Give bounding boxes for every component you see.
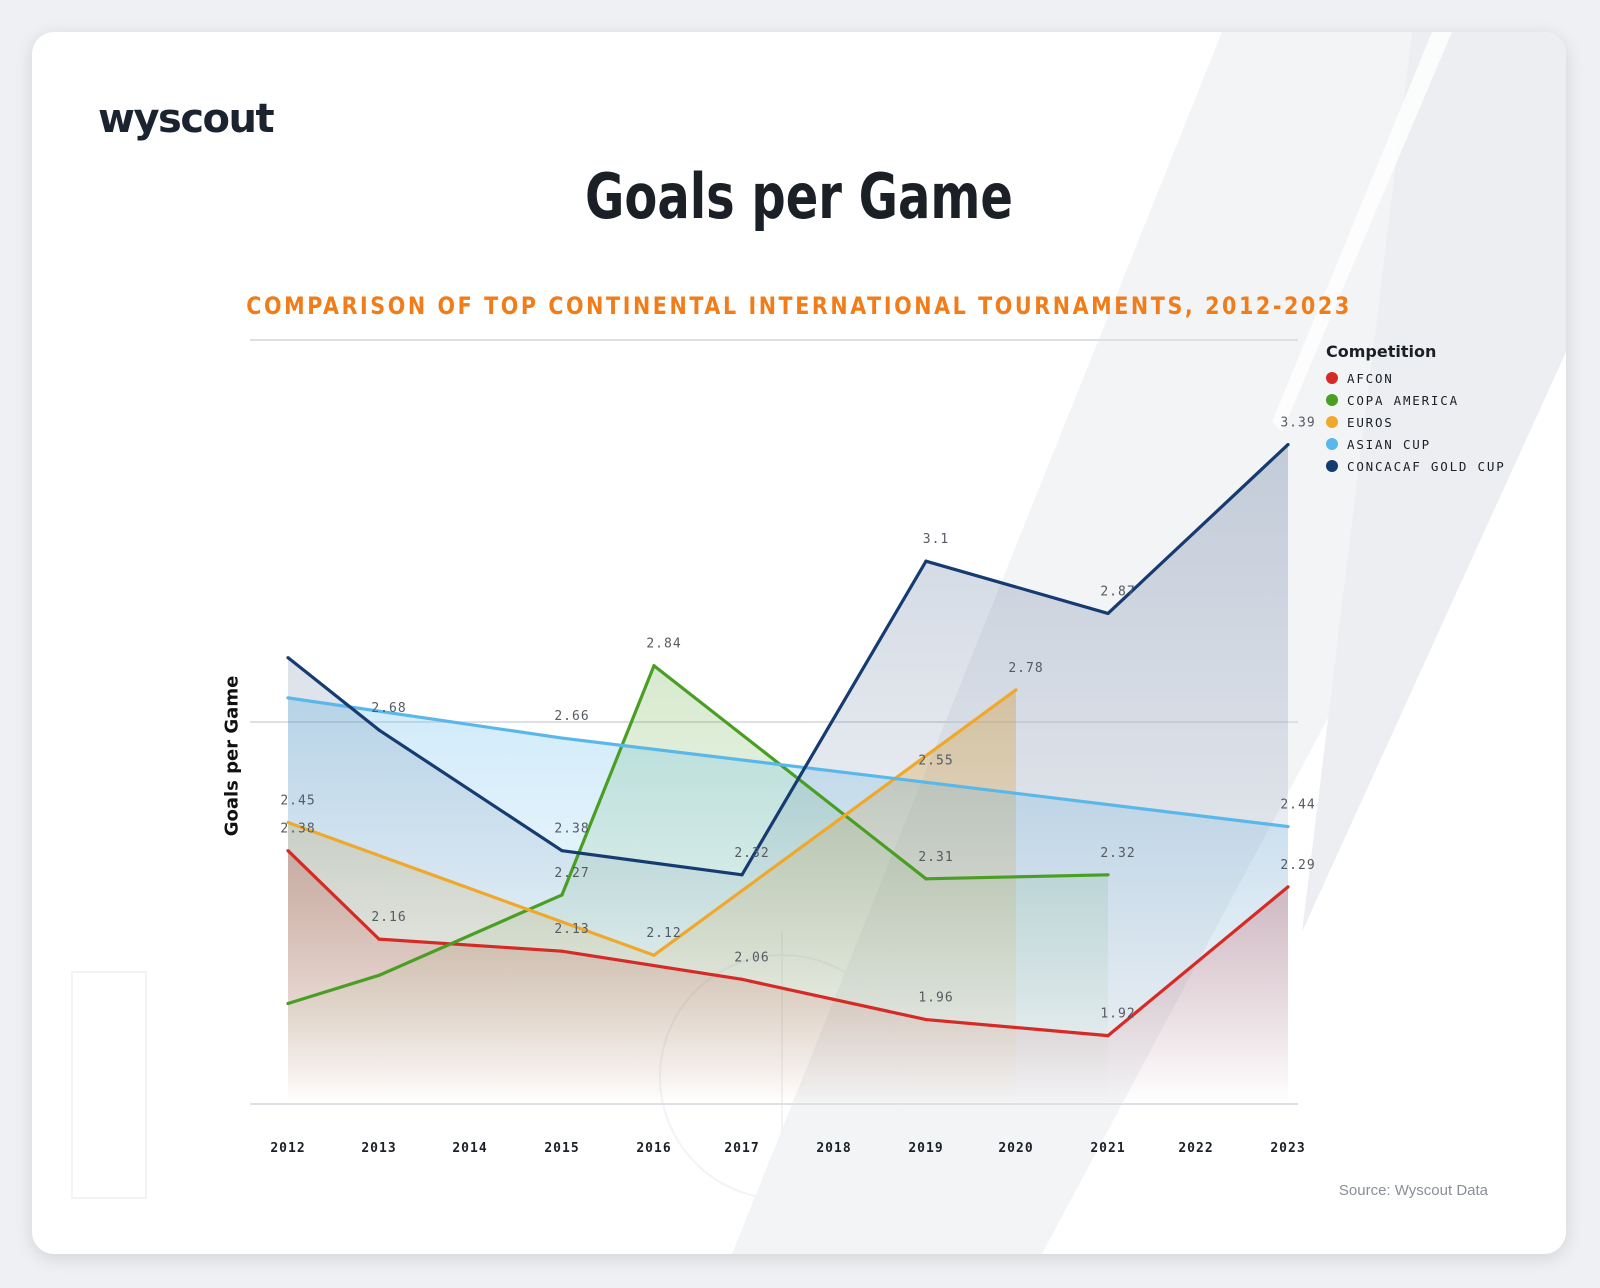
- label-copa-america-2015: 2.27: [554, 866, 589, 881]
- label-afcon-2017: 2.06: [734, 950, 769, 965]
- legend-item-euros: EUROS: [1326, 411, 1506, 433]
- label-afcon-2013: 2.16: [371, 910, 406, 925]
- label-asian-cup-2023: 2.44: [1280, 798, 1315, 813]
- label-euros-2020: 2.78: [1008, 661, 1043, 676]
- label-concacaf-gold-cup-2023: 3.39: [1280, 416, 1315, 431]
- point-asian-cup-2023: [1286, 824, 1290, 829]
- source-note: Source: Wyscout Data: [1338, 1182, 1488, 1199]
- chart-card: wyscout Goals per Game COMPARISON OF TOP…: [32, 32, 1566, 1254]
- point-afcon-2021: [1106, 1034, 1110, 1038]
- x-tick-2017: 2017: [724, 1141, 759, 1156]
- point-copa-america-2016: [652, 664, 656, 668]
- legend-item-asian-cup: ASIAN CUP: [1326, 433, 1506, 455]
- point-afcon-2023: [1286, 885, 1290, 889]
- point-copa-america-2012: [286, 1001, 290, 1006]
- label-asian-cup-2015: 2.66: [554, 709, 589, 724]
- label-copa-america-2021: 2.32: [1100, 846, 1135, 861]
- label-afcon-2012: 2.38: [280, 822, 315, 837]
- legend-dot-euros: [1326, 416, 1338, 428]
- x-tick-2023: 2023: [1270, 1141, 1305, 1156]
- legend-dot-afcon: [1326, 372, 1338, 384]
- point-afcon-2017: [740, 977, 744, 981]
- area-concacaf-gold-cup: [288, 444, 1288, 1104]
- x-tick-2013: 2013: [361, 1141, 396, 1156]
- wyscout-logo: wyscout: [98, 96, 275, 142]
- point-asian-cup-2012: [286, 696, 290, 700]
- x-tick-2016: 2016: [636, 1141, 671, 1156]
- point-euros-2020: [1014, 688, 1018, 692]
- x-tick-2021: 2021: [1090, 1141, 1125, 1156]
- point-concacaf-gold-cup-2019: [924, 559, 928, 563]
- point-euros-2012: [286, 820, 290, 825]
- point-afcon-2013: [377, 937, 381, 941]
- legend-label-concacaf-gold-cup: CONCACAF GOLD CUP: [1347, 458, 1506, 474]
- chart-subtitle: COMPARISON OF TOP CONTINENTAL INTERNATIO…: [246, 292, 1352, 320]
- point-concacaf-gold-cup-2021: [1106, 611, 1110, 616]
- chart-title: Goals per Game: [585, 160, 1013, 233]
- legend-label-afcon: AFCON: [1347, 370, 1394, 386]
- x-tick-2012: 2012: [270, 1141, 305, 1156]
- line-copa-america: [287, 664, 1109, 1006]
- label-euros-2016: 2.12: [646, 926, 681, 941]
- label-concacaf-gold-cup-2021: 2.87: [1100, 584, 1135, 599]
- label-copa-america-2016: 2.84: [646, 637, 681, 652]
- label-afcon-2019: 1.96: [918, 991, 953, 1006]
- point-asian-cup-2019: [924, 780, 928, 784]
- point-concacaf-gold-cup-2023: [1286, 442, 1290, 447]
- point-concacaf-gold-cup-2015: [560, 849, 564, 853]
- label-concacaf-gold-cup-2017: 2.32: [734, 846, 769, 861]
- line-asian-cup: [287, 696, 1289, 829]
- legend: Competition AFCON COPA AMERICA EUROS ASIAN …: [1326, 342, 1506, 477]
- point-asian-cup-2015: [560, 736, 564, 740]
- point-concacaf-gold-cup-2012: [286, 656, 290, 660]
- label-afcon-2015: 2.13: [554, 922, 589, 937]
- line-chart: 2012 2013 2014 2015 2016 2017 2018 2019 2020 2021…: [250, 339, 1315, 1156]
- x-tick-2020: 2020: [998, 1141, 1033, 1156]
- legend-title: Competition: [1326, 342, 1437, 361]
- point-copa-america-2019: [924, 877, 928, 881]
- label-concacaf-gold-cup-2019: 3.1: [923, 532, 949, 547]
- label-asian-cup-2019: 2.55: [918, 753, 953, 768]
- label-afcon-2023: 2.29: [1280, 858, 1315, 873]
- data-labels: 2.38 2.16 2.13 2.06 1.96 1.92 2.29 2.27 2.84 2.31…: [280, 416, 1315, 1022]
- point-copa-america-2015: [560, 893, 564, 897]
- x-tick-2014: 2014: [452, 1141, 487, 1156]
- point-concacaf-gold-cup-2017: [740, 873, 744, 877]
- label-concacaf-gold-cup-2015: 2.38: [554, 822, 589, 837]
- label-afcon-2021: 1.92: [1100, 1007, 1135, 1022]
- legend-dot-concacaf-gold-cup: [1326, 460, 1338, 472]
- legend-label-euros: EUROS: [1347, 414, 1394, 430]
- area-fills: [288, 444, 1288, 1104]
- point-afcon-2012: [286, 849, 290, 853]
- legend-dot-copa-america: [1326, 394, 1338, 406]
- point-euros-2016: [652, 953, 656, 957]
- x-tick-2018: 2018: [816, 1141, 851, 1156]
- series-lines: [286, 442, 1290, 1038]
- legend-item-copa-america: COPA AMERICA: [1326, 389, 1506, 411]
- point-concacaf-gold-cup-2013: [377, 728, 381, 732]
- point-afcon-2019: [924, 1017, 928, 1022]
- legend-item-concacaf-gold-cup: CONCACAF GOLD CUP: [1326, 455, 1506, 477]
- point-copa-america-2013: [377, 973, 381, 977]
- label-concacaf-gold-cup-2013: 2.68: [371, 701, 406, 716]
- x-tick-2022: 2022: [1178, 1141, 1213, 1156]
- legend-dot-asian-cup: [1326, 438, 1338, 450]
- legend-label-copa-america: COPA AMERICA: [1347, 392, 1459, 408]
- x-tick-2015: 2015: [544, 1141, 579, 1156]
- label-euros-2012: 2.45: [280, 794, 315, 809]
- label-copa-america-2019: 2.31: [918, 850, 953, 865]
- x-tick-2019: 2019: [908, 1141, 943, 1156]
- point-afcon-2015: [560, 949, 564, 953]
- legend-item-afcon: AFCON: [1326, 367, 1506, 389]
- legend-label-asian-cup: ASIAN CUP: [1347, 436, 1431, 452]
- point-copa-america-2021: [1106, 873, 1110, 877]
